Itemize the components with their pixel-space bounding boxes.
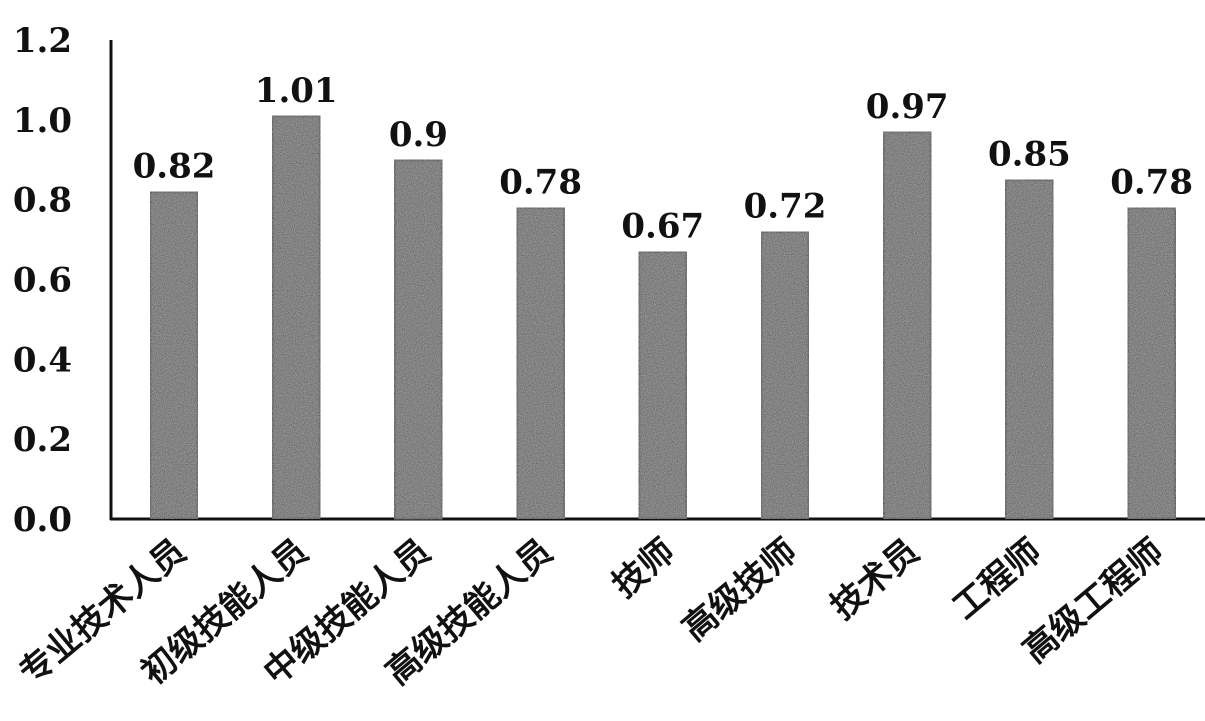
bar xyxy=(637,250,689,521)
data-label: 0.97 xyxy=(866,87,949,127)
bar xyxy=(515,206,567,521)
y-tick-label: 1.2 xyxy=(13,21,72,61)
y-tick-label: 0.0 xyxy=(13,500,72,540)
bar xyxy=(1126,206,1178,521)
y-tick-label: 1.0 xyxy=(13,101,72,141)
y-tick-label: 0.8 xyxy=(13,181,72,221)
data-label: 0.72 xyxy=(744,187,827,227)
bar xyxy=(1003,178,1055,521)
data-label: 0.78 xyxy=(499,163,582,203)
data-label: 0.78 xyxy=(1110,163,1193,203)
y-tick-label: 0.6 xyxy=(13,261,72,301)
x-tick-label: 技师 xyxy=(605,531,683,605)
data-label: 1.01 xyxy=(255,71,338,111)
bar xyxy=(392,158,444,521)
x-tick-label: 高级技师 xyxy=(675,531,805,649)
bar xyxy=(759,230,811,521)
data-label: 0.82 xyxy=(133,147,216,187)
data-label: 0.85 xyxy=(988,135,1071,175)
y-tick-label: 0.4 xyxy=(13,340,72,380)
bar xyxy=(881,130,933,521)
x-tick-label: 工程师 xyxy=(945,531,1049,627)
bar xyxy=(270,114,322,521)
bar xyxy=(148,190,200,521)
data-label: 0.67 xyxy=(621,207,704,247)
data-label: 0.9 xyxy=(389,115,448,155)
x-tick-label: 技术员 xyxy=(823,531,927,627)
y-tick-label: 0.2 xyxy=(13,420,72,460)
